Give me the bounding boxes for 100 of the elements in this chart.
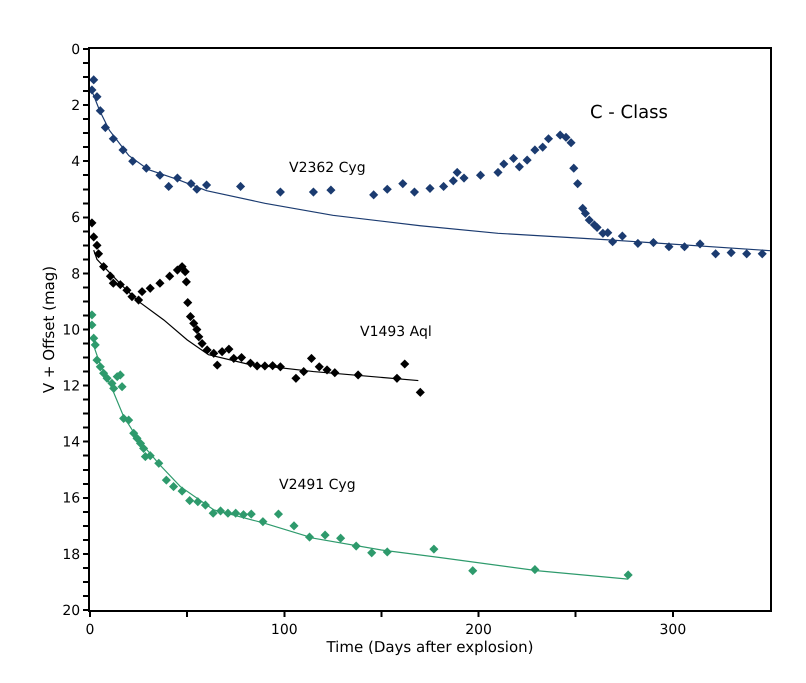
point (276, 188, 285, 197)
point (320, 530, 330, 540)
y-tick-label: 6 (71, 210, 80, 226)
series-label: V2491 Cyg (279, 477, 356, 493)
point (189, 318, 198, 328)
point (493, 168, 503, 177)
point (274, 510, 284, 519)
point (758, 249, 767, 258)
y-tick-label: 2 (71, 98, 80, 114)
point (468, 566, 478, 576)
point (439, 182, 448, 191)
point (618, 232, 627, 241)
point (522, 156, 532, 165)
y-tick-label: 10 (62, 322, 80, 338)
point (624, 570, 633, 580)
point (164, 182, 174, 191)
y-tick-label: 12 (62, 378, 80, 394)
y-tick-label: 4 (71, 154, 80, 170)
point (400, 359, 410, 369)
point (180, 267, 190, 276)
point (369, 190, 378, 200)
point (90, 75, 98, 84)
point (185, 496, 194, 506)
point (92, 240, 102, 250)
y-axis-title: V + Offset (mag) (40, 266, 58, 394)
text: V1493 Aql (360, 324, 432, 340)
point (530, 145, 540, 155)
point (186, 312, 195, 322)
y-tick-label: 8 (71, 266, 80, 282)
point (448, 176, 458, 186)
point (580, 208, 590, 218)
point (452, 168, 462, 177)
point (172, 265, 182, 275)
point (561, 132, 571, 142)
point (326, 186, 336, 195)
x-axis-title: Time (Days after explosion) (325, 638, 534, 656)
point (306, 354, 316, 363)
point (94, 249, 104, 258)
point (212, 360, 222, 370)
point (218, 347, 227, 356)
point (291, 374, 300, 383)
point (508, 154, 518, 163)
point (696, 239, 705, 248)
point (168, 482, 178, 492)
point (246, 510, 256, 519)
point (118, 382, 127, 392)
point (90, 232, 98, 242)
point (367, 548, 376, 558)
point (308, 188, 318, 197)
annotation: C - Class (590, 102, 668, 123)
point (198, 338, 207, 348)
point (742, 249, 752, 258)
point (429, 544, 438, 554)
x-tick-label: 0 (86, 622, 94, 638)
point (538, 142, 548, 152)
point (194, 332, 204, 342)
x-tick-label: 300 (659, 622, 686, 638)
point (336, 534, 346, 543)
point (155, 278, 164, 288)
point (289, 521, 299, 530)
point (726, 248, 736, 258)
point (90, 334, 98, 343)
point (573, 179, 582, 188)
point (382, 184, 392, 194)
y-tick-label: 0 (71, 42, 80, 58)
point (183, 298, 192, 308)
y-tick-label: 16 (62, 490, 80, 507)
point (425, 184, 435, 193)
point (459, 173, 469, 183)
point (566, 138, 576, 148)
point (162, 476, 171, 485)
point (208, 508, 218, 518)
point (556, 130, 565, 140)
x-tick-label: 100 (270, 622, 298, 638)
y-tick-label: 18 (62, 546, 80, 563)
point (236, 182, 246, 191)
point (416, 388, 425, 397)
point (224, 344, 234, 354)
point (476, 170, 486, 180)
y-tick-label: 14 (62, 434, 80, 451)
point (584, 216, 594, 225)
point (146, 284, 155, 293)
point (544, 134, 554, 144)
point (514, 162, 524, 172)
y-tick-label: 20 (62, 602, 80, 619)
point (499, 159, 508, 169)
x-tick-label: 200 (465, 622, 492, 638)
point (182, 277, 191, 286)
point (236, 353, 246, 362)
point (108, 278, 118, 288)
point (314, 362, 324, 372)
point (410, 188, 420, 197)
point (138, 287, 147, 296)
point (569, 164, 578, 173)
series-label: V2362 Cyg (289, 160, 366, 176)
point (398, 179, 408, 188)
point (165, 272, 174, 281)
point (192, 324, 202, 334)
point (202, 180, 212, 190)
point (592, 222, 602, 232)
